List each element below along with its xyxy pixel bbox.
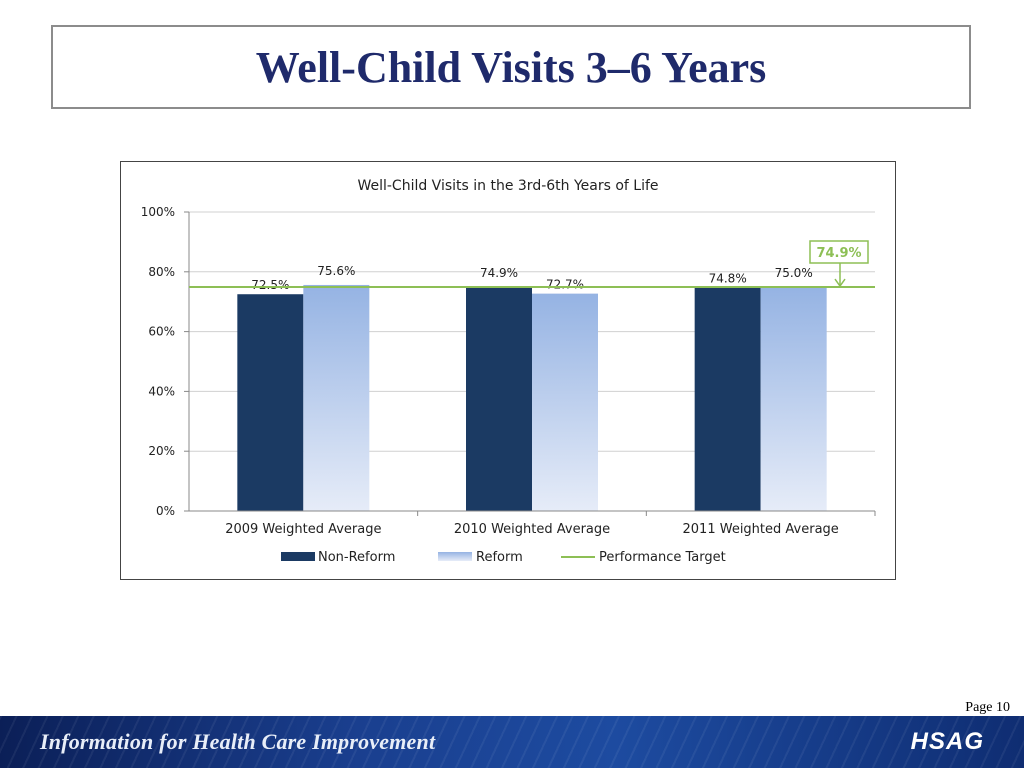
y-tick-label: 0%	[156, 504, 175, 518]
data-label: 72.7%	[546, 278, 584, 292]
x-tick-label: 2010 Weighted Average	[454, 522, 610, 537]
slide-title: Well-Child Visits 3–6 Years	[255, 42, 767, 92]
y-tick-label: 60%	[148, 325, 175, 339]
x-tick-label: 2009 Weighted Average	[225, 522, 381, 537]
footer-band: Information for Health Care Improvement …	[0, 716, 1024, 768]
legend-swatch-non-reform	[281, 552, 315, 561]
legend-label-reform: Reform	[476, 550, 523, 565]
y-tick-label: 80%	[148, 265, 175, 279]
label-layer: 72.5% 75.6% 74.9% 72.7% 74.8% 75.0%	[251, 264, 812, 292]
target-layer: 74.9%	[189, 240, 875, 289]
data-label: 72.5%	[251, 278, 289, 292]
bar-reform	[760, 286, 827, 511]
axis-layer: 0% 20% 40% 60% 80% 100% 2009 Weighted Average 2…	[141, 205, 876, 537]
bar-reform	[532, 293, 598, 511]
x-tick-label: 2011 Weighted Average	[683, 522, 839, 537]
y-tick-label: 20%	[148, 444, 175, 458]
target-callout-box	[809, 240, 869, 264]
data-label: 75.6%	[317, 264, 355, 278]
bar-layer	[237, 284, 827, 511]
footer-decoration	[0, 716, 1024, 768]
legend-label-target: Performance Target	[599, 550, 726, 565]
target-callout-label: 74.9%	[816, 246, 861, 261]
y-tick-label: 40%	[148, 384, 175, 398]
chart-title: Well-Child Visits in the 3rd-6th Years o…	[357, 178, 658, 194]
chart-svg: Well-Child Visits in the 3rd-6th Years o…	[141, 178, 876, 565]
slide-title-box: Well-Child Visits 3–6 Years	[51, 25, 971, 109]
data-label: 74.9%	[480, 266, 518, 280]
bar-non-reform	[237, 294, 304, 511]
hsag-logo: HSAG	[910, 728, 984, 755]
y-tick-label: 100%	[141, 205, 175, 219]
data-label: 75.0%	[775, 266, 813, 280]
bar-non-reform	[466, 287, 532, 511]
chart-frame: Well-Child Visits in the 3rd-6th Years o…	[120, 161, 896, 580]
data-label: 74.8%	[709, 271, 747, 285]
legend-swatch-reform	[438, 552, 472, 561]
legend-layer: Non-Reform Reform Performance Target	[281, 550, 726, 565]
footer-tagline: Information for Health Care Improvement	[40, 729, 436, 754]
page-number: Page 10	[965, 700, 1010, 715]
bar-non-reform	[694, 287, 761, 511]
target-arrow-head	[834, 278, 846, 288]
bar-reform	[303, 284, 370, 511]
legend-label-non-reform: Non-Reform	[318, 550, 395, 565]
